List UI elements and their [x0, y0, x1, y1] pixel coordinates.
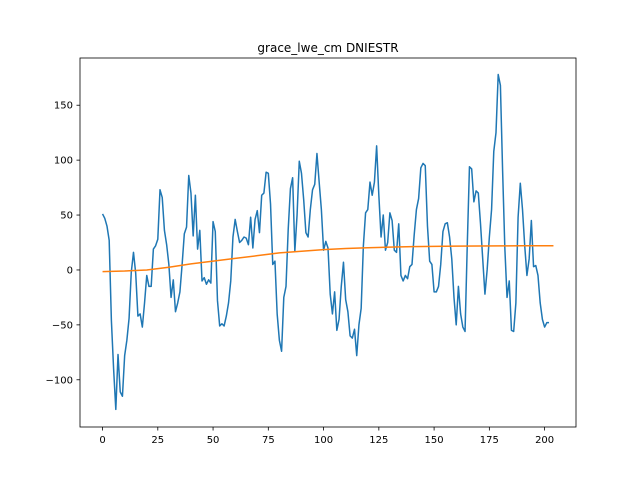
y-tick-label: 100 [54, 156, 73, 167]
x-tick-label: 175 [480, 435, 499, 446]
y-tick-label: −100 [46, 375, 73, 386]
x-tick-label: 100 [314, 435, 333, 446]
y-tick-label: 0 [67, 265, 73, 276]
x-tick-label: 25 [151, 435, 164, 446]
x-tick-label: 50 [207, 435, 220, 446]
y-tick-label: 150 [54, 101, 73, 112]
series-line-2 [102, 245, 554, 273]
plot-frame [79, 57, 577, 428]
x-tick-label: 150 [425, 435, 444, 446]
plot-lines [101, 73, 554, 411]
x-axis: 0 25 50 75 100 125 150 175 200 [99, 427, 554, 446]
x-tick-label: 0 [99, 435, 105, 446]
y-tick-label: −50 [52, 320, 73, 331]
series-line-1 [101, 73, 550, 411]
chart-title: grace_lwe_cm DNIESTR [257, 41, 398, 55]
y-axis: −100 −50 0 50 100 150 [46, 101, 80, 386]
x-tick-label: 200 [535, 435, 554, 446]
y-tick-label: 50 [60, 211, 73, 222]
x-tick-label: 75 [262, 435, 275, 446]
x-tick-label: 125 [369, 435, 388, 446]
